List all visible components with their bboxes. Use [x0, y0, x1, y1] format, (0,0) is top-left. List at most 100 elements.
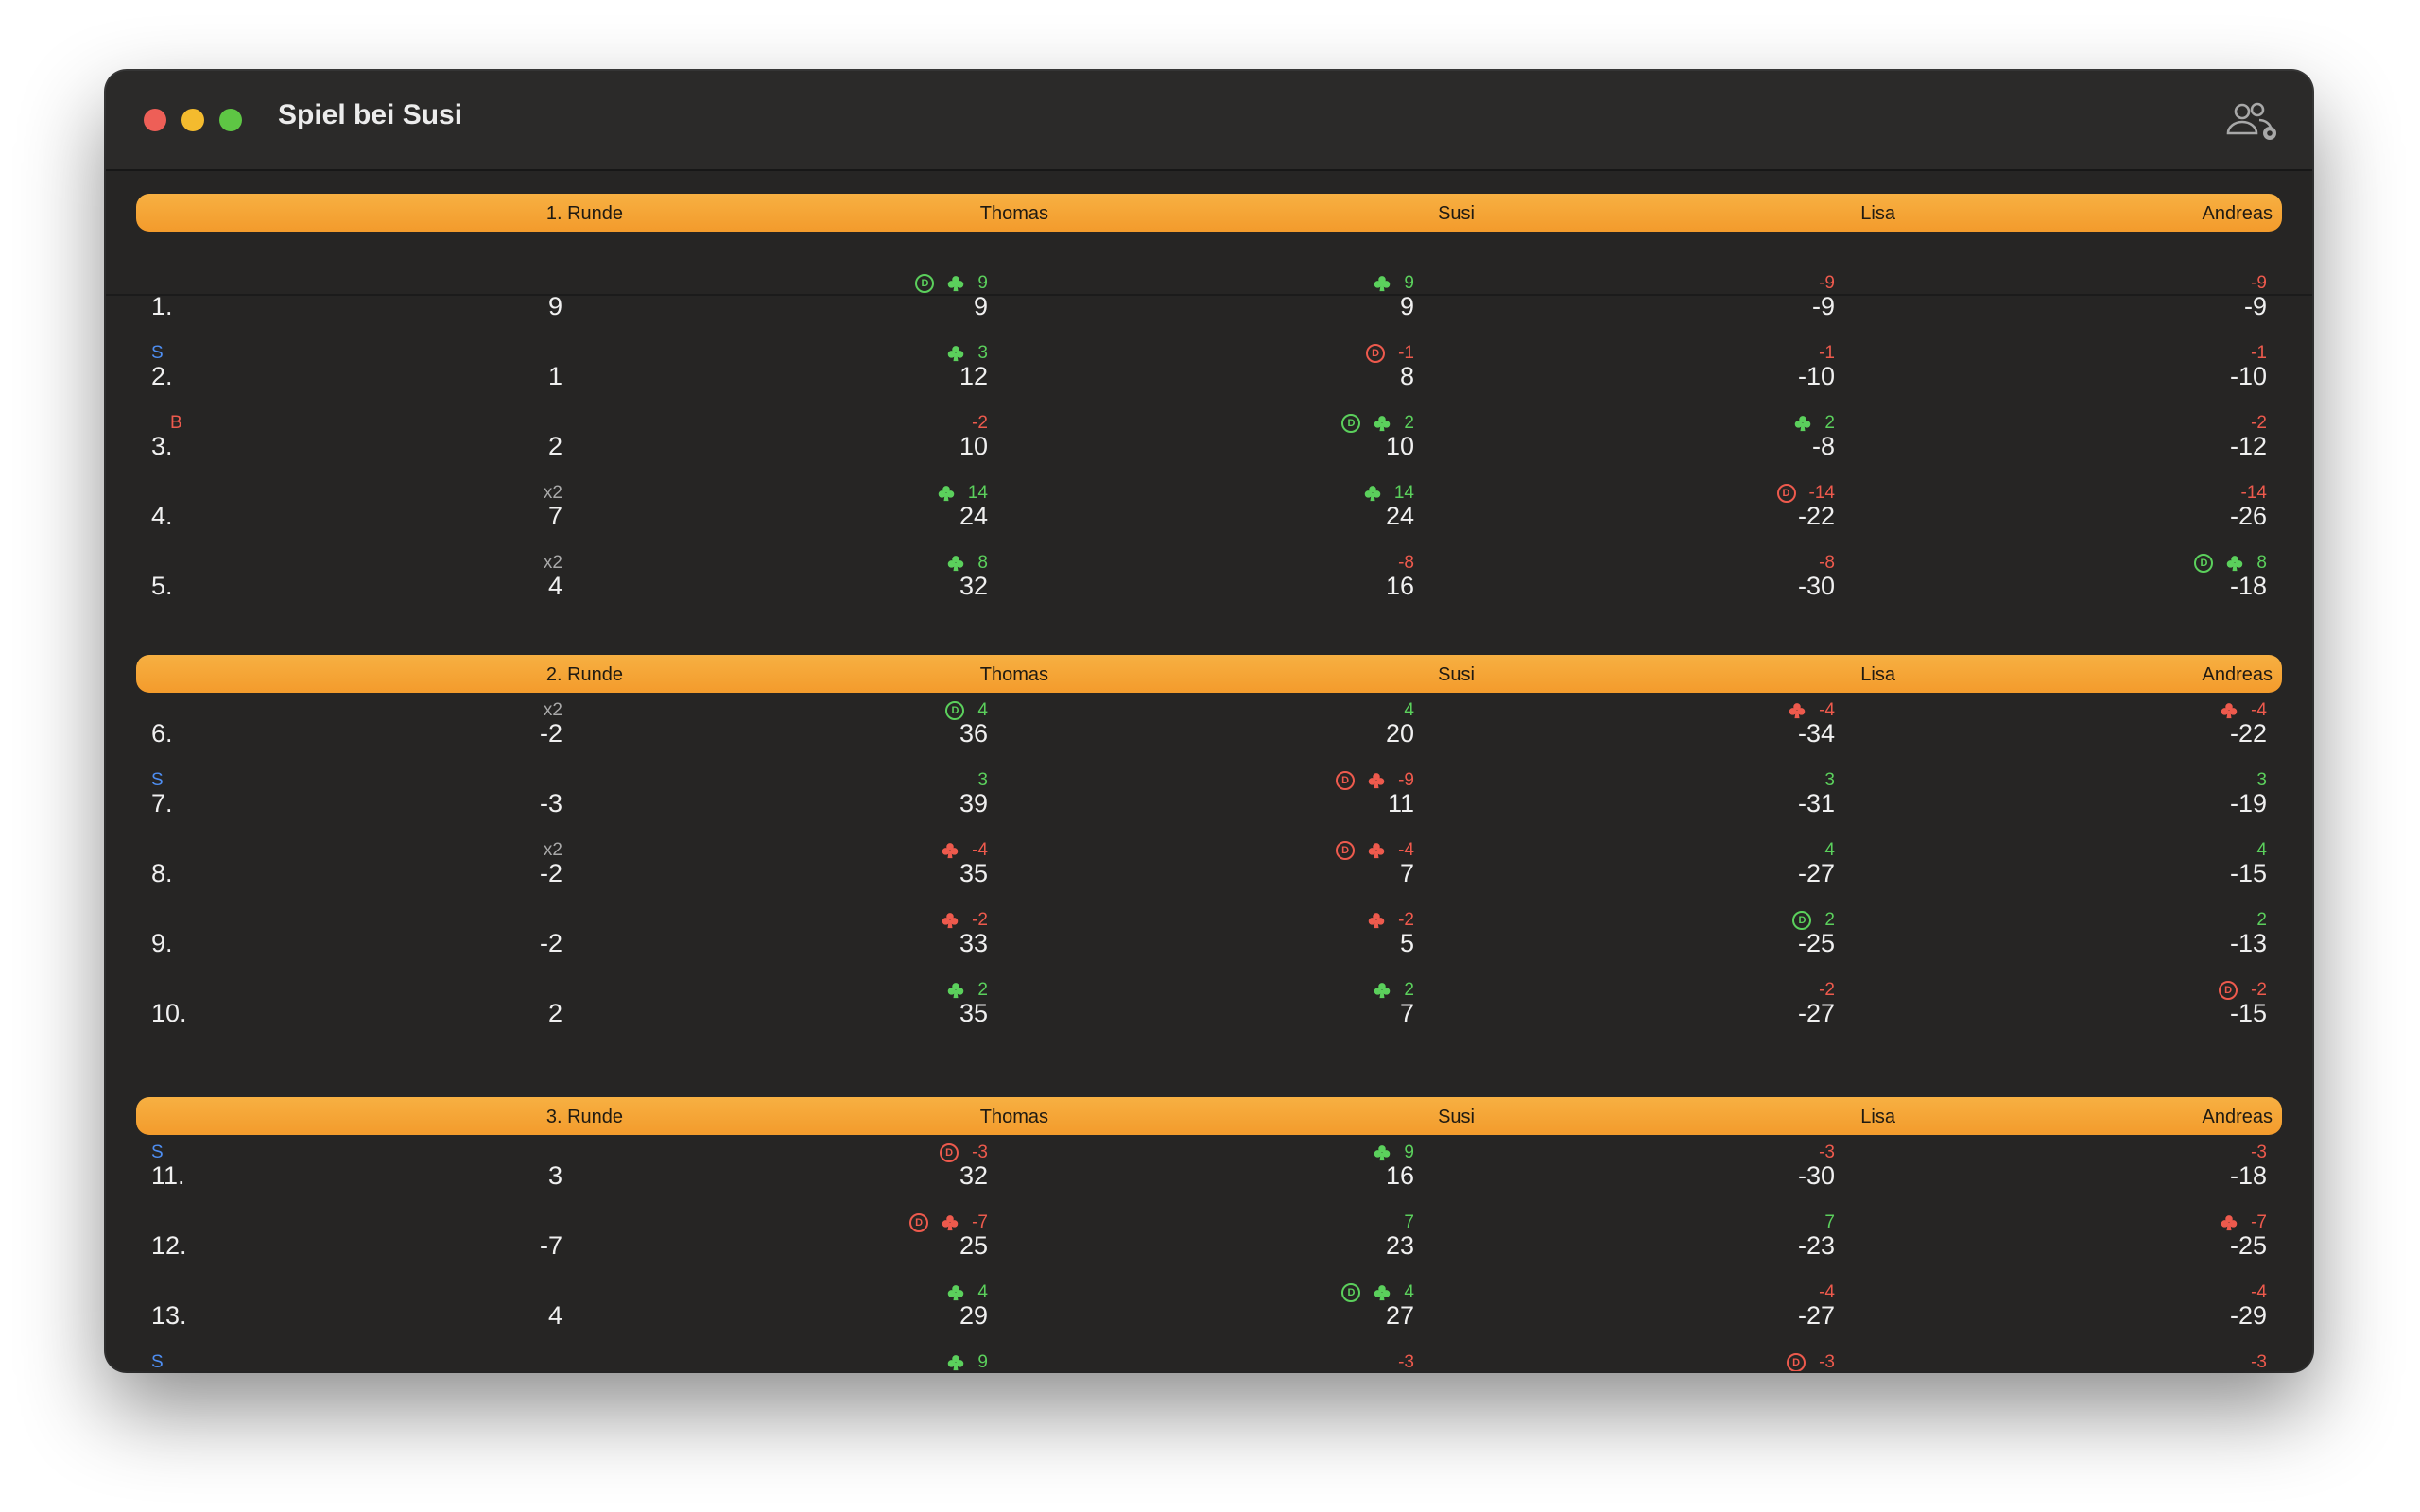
- score-delta-andreas: -4: [2251, 1282, 2267, 1303]
- score-total-susi: 7: [1399, 859, 1414, 887]
- players-settings-icon[interactable]: [2223, 99, 2280, 143]
- player-header-susi: Susi: [1438, 203, 1475, 224]
- table-row[interactable]: 2. S 1 3 12 D -1 8 -1 -10 -1 -10: [106, 343, 2312, 407]
- header-divider: [106, 294, 2312, 296]
- player-header-lisa: Lisa: [1860, 664, 1895, 685]
- club-suit-icon: [1364, 486, 1381, 502]
- delta-value: 3: [1824, 770, 1835, 790]
- club-suit-icon: [948, 983, 964, 999]
- delta-value: -2: [2251, 980, 2267, 1000]
- round-header: 3. Runde Thomas Susi Lisa Andreas: [136, 1097, 2282, 1135]
- game-index: 5.: [151, 572, 173, 600]
- score-delta-lisa: D -14: [1776, 483, 1835, 504]
- score-total-andreas: -22: [2229, 719, 2267, 747]
- minimize-button[interactable]: [182, 109, 204, 131]
- score-total-thomas: 9: [973, 292, 988, 320]
- score-total-lisa: -30: [1797, 1161, 1835, 1190]
- score-total-lisa: -8: [1811, 432, 1835, 460]
- score-delta-susi: 14: [1364, 483, 1414, 504]
- delta-value: 4: [1404, 1282, 1414, 1302]
- score-total-lisa: -10: [1797, 362, 1835, 390]
- club-suit-icon: [942, 843, 959, 859]
- delta-value: 7: [1824, 1212, 1835, 1232]
- player-header-thomas: Thomas: [979, 664, 1048, 685]
- delta-value: 8: [2256, 553, 2267, 573]
- delta-value: -8: [1819, 553, 1835, 573]
- club-suit-icon: [938, 486, 955, 502]
- delta-value: 8: [977, 553, 988, 573]
- score-delta-andreas: -7: [2221, 1212, 2267, 1233]
- delta-value: -4: [1819, 700, 1835, 720]
- delta-value: 7: [1404, 1212, 1414, 1232]
- title-bar: Spiel bei Susi: [106, 71, 2312, 171]
- delta-value: -9: [1398, 770, 1414, 790]
- score-total-andreas: -18: [2229, 572, 2267, 600]
- score-total-andreas: -10: [2229, 362, 2267, 390]
- zoom-button[interactable]: [219, 109, 242, 131]
- round-header: 1. Runde Thomas Susi Lisa Andreas: [136, 194, 2282, 232]
- score-total-thomas: 10: [959, 432, 988, 460]
- delta-value: 2: [1404, 980, 1414, 1000]
- club-suit-icon: [1368, 773, 1385, 789]
- solo-marker: S: [151, 1352, 164, 1371]
- table-row[interactable]: 8. x2 -2 -4 35 D -4 7 4 -27 4 -15: [106, 840, 2312, 904]
- delta-value: -9: [1819, 273, 1835, 293]
- table-row[interactable]: 4. x2 7 14 24 14 24 D -14 -22 -14 -26: [106, 483, 2312, 547]
- d-circle-icon: D: [915, 274, 935, 293]
- table-row[interactable]: 6. x2 -2 D 4 36 4 20 -4 -34 -4 -22: [106, 700, 2312, 765]
- club-suit-icon: [942, 913, 959, 929]
- score-delta-thomas: D -3: [940, 1143, 988, 1163]
- player-header-lisa: Lisa: [1860, 1107, 1895, 1127]
- player-header-andreas: Andreas: [2202, 1107, 2273, 1127]
- table-row[interactable]: 3. B 2 -2 10 D 2 10 2 -8 -2 -12: [106, 413, 2312, 477]
- game-index: 8.: [151, 859, 173, 887]
- score-total-lisa: -27: [1797, 859, 1835, 887]
- delta-value: -4: [972, 840, 988, 860]
- table-row[interactable]: 10. 2 2 35 2 7 -2 -27 D -2 -15: [106, 980, 2312, 1044]
- table-row[interactable]: 5. x2 4 8 32 -8 16 -8 -30 D 8 -18: [106, 553, 2312, 617]
- score-delta-andreas: -1: [2251, 343, 2267, 364]
- d-circle-icon: D: [1341, 414, 1361, 433]
- score-total-lisa: -25: [1797, 929, 1835, 957]
- close-button[interactable]: [144, 109, 166, 131]
- club-suit-icon: [948, 346, 964, 362]
- table-row[interactable]: S 9 -3 D -3 -3: [106, 1352, 2312, 1371]
- score-total-susi: 24: [1385, 502, 1414, 530]
- d-circle-icon: D: [1787, 1353, 1806, 1371]
- score-total-thomas: 36: [959, 719, 988, 747]
- score-total-lisa: -34: [1797, 719, 1835, 747]
- score-delta-lisa: -8: [1819, 553, 1835, 574]
- player-header-thomas: Thomas: [979, 203, 1048, 224]
- d-circle-icon: D: [1336, 771, 1356, 790]
- game-value: -2: [539, 929, 562, 957]
- club-suit-icon: [942, 1215, 959, 1231]
- round-header: 2. Runde Thomas Susi Lisa Andreas: [136, 655, 2282, 693]
- d-circle-icon: D: [940, 1143, 959, 1162]
- score-delta-andreas: -9: [2251, 273, 2267, 294]
- table-row[interactable]: 1. 9 D 9 9 9 9 -9 -9 -9 -9: [106, 273, 2312, 337]
- d-circle-icon: D: [1341, 1283, 1361, 1302]
- table-row[interactable]: 13. 4 4 29 D 4 27 -4 -27 -4 -29: [106, 1282, 2312, 1347]
- score-total-susi: 8: [1399, 362, 1414, 390]
- score-total-susi: 27: [1385, 1301, 1414, 1330]
- round-label: 3. Runde: [545, 1107, 623, 1127]
- score-table: 1. Runde Thomas Susi Lisa Andreas 1. 9 D 9 9 9 9 -9-…: [106, 171, 2312, 1371]
- table-row[interactable]: 7. S -3 3 39 D -9 11 3 -31 3 -19: [106, 770, 2312, 834]
- club-suit-icon: [948, 1285, 964, 1301]
- table-row[interactable]: 11. S 3 D -3 32 9 16 -3 -30 -3 -18: [106, 1143, 2312, 1207]
- table-row[interactable]: 9. -2 -2 33 -2 5 D 2 -25 2 -13: [106, 910, 2312, 974]
- d-circle-icon: D: [909, 1213, 929, 1232]
- window-title: Spiel bei Susi: [278, 99, 463, 130]
- player-header-lisa: Lisa: [1860, 203, 1895, 224]
- score-delta-lisa: -2: [1819, 980, 1835, 1001]
- club-suit-icon: [2221, 703, 2238, 719]
- delta-value: 4: [977, 700, 988, 720]
- table-row[interactable]: 12. -7 D -7 25 7 23 7 -23 -7 -25: [106, 1212, 2312, 1277]
- club-suit-icon: [1368, 913, 1385, 929]
- score-total-susi: 7: [1399, 999, 1414, 1027]
- score-delta-susi: -2: [1368, 910, 1414, 931]
- game-value: 7: [547, 502, 562, 530]
